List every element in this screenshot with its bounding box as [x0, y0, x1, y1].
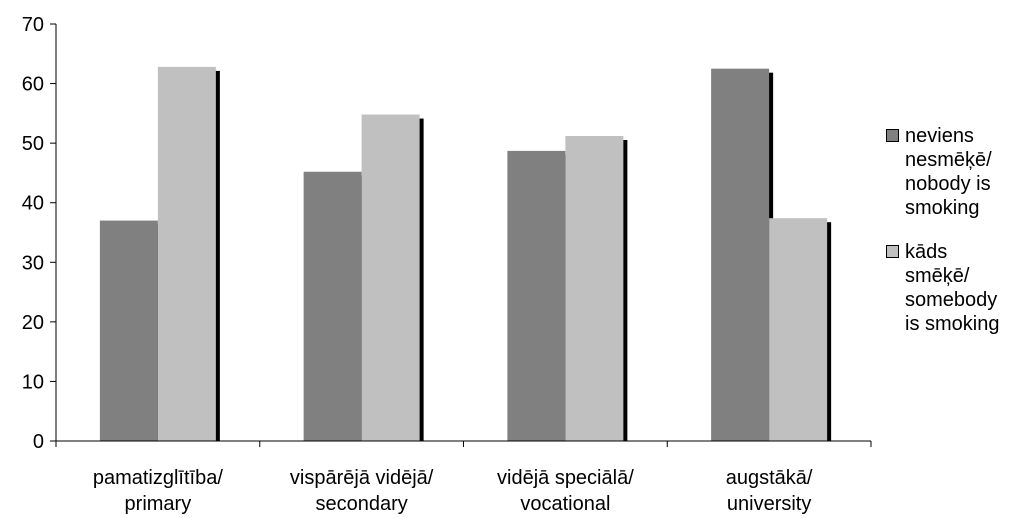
- bar-series-2-cat-4: [769, 218, 828, 441]
- bar-series-2-cat-3: [565, 135, 624, 441]
- legend-item-nobody-smoking: neviens nesmēķē/ nobody is smoking: [886, 124, 1027, 220]
- bars-layer: [99, 66, 832, 442]
- y-tick-label-10: 10: [22, 371, 44, 393]
- bar-series-2-cat-1: [157, 66, 216, 442]
- legend-swatch-somebody-smoking: [886, 245, 899, 258]
- legend-swatch-nobody-smoking: [886, 129, 899, 142]
- legend-label-nobody-smoking: neviens nesmēķē/ nobody is smoking: [905, 125, 992, 219]
- y-tick-label-70: 70: [22, 14, 44, 36]
- x-category-label-4: augstākā/university: [726, 467, 813, 515]
- bar-series-1-cat-3: [507, 150, 566, 441]
- y-tick-label-30: 30: [22, 252, 44, 274]
- y-tick-label-20: 20: [22, 312, 44, 334]
- bar-series-1-cat-4: [711, 68, 770, 441]
- y-tick-label-60: 60: [22, 74, 44, 96]
- legend-label-somebody-smoking: kāds smēķē/ somebody is smoking: [905, 241, 1000, 335]
- bar-series-1-cat-2: [303, 171, 362, 442]
- bar-series-2-cat-2: [361, 114, 420, 441]
- bar-series-1-cat-1: [99, 220, 158, 441]
- legend: neviens nesmēķē/ nobody is smoking kāds …: [886, 124, 1027, 356]
- x-category-label-2: vispārējā vidējā/secondary: [290, 467, 434, 515]
- y-tick-label-0: 0: [33, 431, 44, 453]
- axes-layer: [50, 23, 872, 447]
- x-category-label-1: pamatizglītība/primary: [93, 467, 224, 515]
- x-category-label-3: vidējā speciālā/vocational: [497, 467, 634, 515]
- y-tick-label-40: 40: [22, 193, 44, 215]
- legend-item-somebody-smoking: kāds smēķē/ somebody is smoking: [886, 240, 1027, 336]
- labels-layer: 0 10 20 30 40 50 60 70 pamatizglītība/primary vis…: [22, 14, 813, 515]
- y-tick-label-50: 50: [22, 133, 44, 155]
